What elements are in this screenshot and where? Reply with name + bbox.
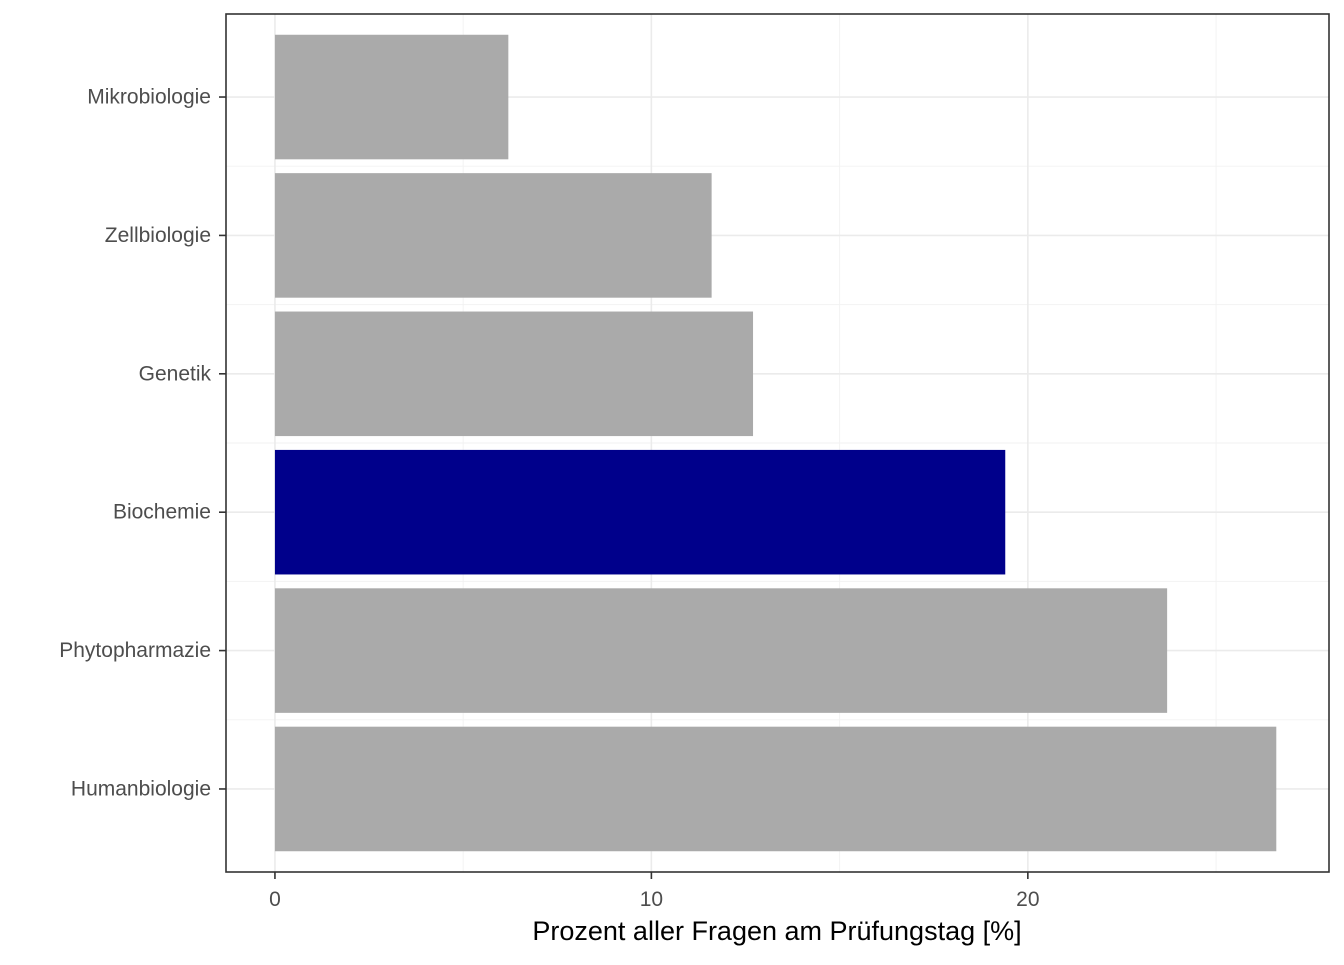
bar-biochemie xyxy=(274,449,1006,575)
y-axis: Humanbiologie Phytopharmazie Biochemie Gene… xyxy=(59,86,226,800)
y-tick-label: Mikrobiologie xyxy=(87,86,211,109)
y-tick-label: Genetik xyxy=(139,362,212,385)
bar-zellbiologie xyxy=(274,173,712,298)
y-tick-label: Biochemie xyxy=(113,501,211,524)
bar-humanbiologie xyxy=(274,726,1277,852)
plot-panel-border xyxy=(225,13,1330,873)
bar-mikrobiologie xyxy=(274,34,509,160)
x-axis-title: Prozent aller Fragen am Prüfungstag [%] xyxy=(532,916,1021,946)
x-tick-label: 10 xyxy=(640,888,663,911)
y-tick-label: Zellbiologie xyxy=(105,224,211,247)
bar-genetik xyxy=(274,311,754,437)
x-tick-label: 0 xyxy=(269,888,281,911)
y-tick-label: Humanbiologie xyxy=(71,777,211,800)
bar-phytopharmazie xyxy=(274,588,1168,713)
y-tick-label: Phytopharmazie xyxy=(59,639,211,662)
bar-layer xyxy=(274,34,1277,852)
x-axis: 0 10 20 xyxy=(269,872,1040,911)
x-tick-label: 20 xyxy=(1016,888,1039,911)
